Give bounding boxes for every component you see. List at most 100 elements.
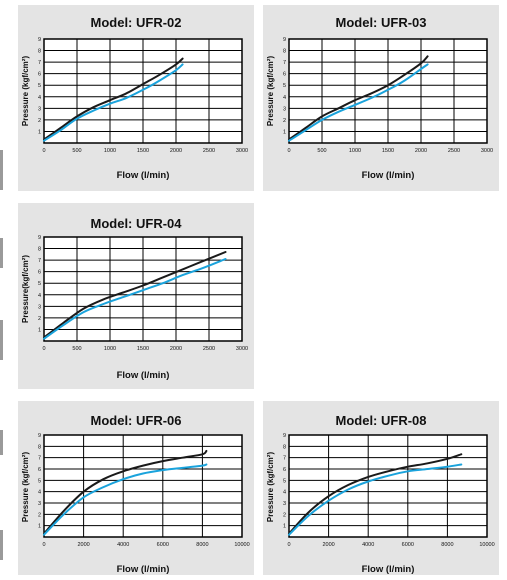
x-tick-label: 0 bbox=[287, 542, 290, 548]
x-tick-label: 0 bbox=[287, 148, 290, 154]
y-tick-label: 2 bbox=[283, 512, 286, 518]
y-tick-label: 4 bbox=[283, 95, 286, 101]
y-tick-label: 6 bbox=[38, 72, 41, 78]
y-tick-label: 1 bbox=[283, 129, 286, 135]
y-tick-label: 9 bbox=[38, 37, 41, 43]
x-tick-label: 4000 bbox=[362, 542, 374, 548]
y-axis-label: Pressure(kgf/cm²) bbox=[21, 255, 30, 323]
y-tick-label: 4 bbox=[38, 490, 41, 496]
x-tick-label: 2000 bbox=[322, 542, 334, 548]
y-tick-label: 1 bbox=[38, 129, 41, 135]
y-tick-label: 7 bbox=[283, 456, 286, 462]
x-tick-label: 1500 bbox=[137, 148, 149, 154]
y-tick-label: 8 bbox=[283, 444, 286, 450]
edge-mark bbox=[0, 530, 3, 560]
y-tick-label: 1 bbox=[38, 524, 41, 530]
x-tick-label: 2500 bbox=[203, 346, 215, 352]
y-axis-label: Pressure (kgf/cm²) bbox=[21, 452, 30, 523]
x-tick-label: 2000 bbox=[415, 148, 427, 154]
y-tick-label: 1 bbox=[283, 524, 286, 530]
x-tick-label: 2500 bbox=[448, 148, 460, 154]
y-tick-label: 2 bbox=[38, 316, 41, 322]
x-tick-label: 2500 bbox=[203, 148, 215, 154]
y-tick-label: 1 bbox=[38, 327, 41, 333]
y-tick-label: 3 bbox=[38, 304, 41, 310]
chart-title: Model: UFR-02 bbox=[91, 15, 182, 30]
x-tick-label: 3000 bbox=[236, 148, 248, 154]
y-tick-label: 5 bbox=[38, 478, 41, 484]
y-tick-label: 5 bbox=[283, 83, 286, 89]
y-tick-label: 3 bbox=[38, 501, 41, 507]
y-tick-label: 2 bbox=[38, 118, 41, 124]
y-tick-label: 2 bbox=[38, 512, 41, 518]
y-tick-label: 8 bbox=[283, 49, 286, 55]
x-axis-label: Flow (l/min) bbox=[117, 370, 170, 381]
y-tick-label: 9 bbox=[38, 433, 41, 439]
x-tick-label: 10000 bbox=[234, 542, 249, 548]
y-tick-label: 7 bbox=[38, 258, 41, 264]
chart-panel-ufr-04: Model: UFR-04 Pressure(kgf/cm²) Flow (l/… bbox=[18, 203, 254, 389]
x-axis-label: Flow (l/min) bbox=[362, 170, 415, 181]
y-tick-label: 6 bbox=[283, 467, 286, 473]
x-tick-label: 1000 bbox=[104, 148, 116, 154]
x-tick-label: 2000 bbox=[77, 542, 89, 548]
x-tick-label: 0 bbox=[42, 148, 45, 154]
y-tick-label: 2 bbox=[283, 118, 286, 124]
x-tick-label: 1000 bbox=[104, 346, 116, 352]
chart-ufr-06: Model: UFR-06 Pressure (kgf/cm²) Flow (l… bbox=[18, 401, 254, 575]
y-tick-label: 9 bbox=[283, 433, 286, 439]
y-tick-label: 3 bbox=[38, 106, 41, 112]
chart-title: Model: UFR-06 bbox=[91, 413, 182, 428]
y-axis-label: Pressure (kgf/cm²) bbox=[266, 56, 275, 127]
y-tick-label: 5 bbox=[283, 478, 286, 484]
plot-area bbox=[289, 435, 487, 537]
chart-panel-ufr-03: Model: UFR-03 Pressure (kgf/cm²) Flow (l… bbox=[263, 5, 499, 191]
edge-mark bbox=[0, 320, 3, 360]
y-tick-label: 9 bbox=[38, 235, 41, 241]
chart-title: Model: UFR-03 bbox=[336, 15, 427, 30]
x-tick-label: 500 bbox=[72, 346, 81, 352]
x-tick-label: 500 bbox=[317, 148, 326, 154]
edge-mark bbox=[0, 430, 3, 455]
y-tick-label: 7 bbox=[38, 60, 41, 66]
x-tick-label: 1500 bbox=[382, 148, 394, 154]
y-axis-label: Pressure (kgf/cm²) bbox=[266, 452, 275, 523]
x-tick-label: 3000 bbox=[236, 346, 248, 352]
chart-ufr-08: Model: UFR-08 Pressure (kgf/cm²) Flow (l… bbox=[263, 401, 499, 575]
y-tick-label: 4 bbox=[38, 293, 41, 299]
y-tick-label: 9 bbox=[283, 37, 286, 43]
y-tick-label: 6 bbox=[38, 270, 41, 276]
chart-ufr-02: Model: UFR-02 Pressure (kgf/cm²) Flow (l… bbox=[18, 5, 254, 191]
y-tick-label: 5 bbox=[38, 281, 41, 287]
x-tick-label: 0 bbox=[42, 346, 45, 352]
chart-panel-ufr-08: Model: UFR-08 Pressure (kgf/cm²) Flow (l… bbox=[263, 401, 499, 575]
x-tick-label: 8000 bbox=[196, 542, 208, 548]
edge-mark bbox=[0, 238, 3, 268]
x-tick-label: 8000 bbox=[441, 542, 453, 548]
chart-panel-ufr-06: Model: UFR-06 Pressure (kgf/cm²) Flow (l… bbox=[18, 401, 254, 575]
y-tick-label: 8 bbox=[38, 49, 41, 55]
chart-ufr-04: Model: UFR-04 Pressure(kgf/cm²) Flow (l/… bbox=[18, 203, 254, 389]
y-tick-label: 7 bbox=[38, 456, 41, 462]
chart-title: Model: UFR-04 bbox=[91, 216, 183, 231]
x-tick-label: 1000 bbox=[349, 148, 361, 154]
x-tick-label: 6000 bbox=[402, 542, 414, 548]
y-tick-label: 6 bbox=[38, 467, 41, 473]
y-tick-label: 8 bbox=[38, 444, 41, 450]
x-tick-label: 1500 bbox=[137, 346, 149, 352]
x-tick-label: 2000 bbox=[170, 346, 182, 352]
x-tick-label: 0 bbox=[42, 542, 45, 548]
chart-ufr-03: Model: UFR-03 Pressure (kgf/cm²) Flow (l… bbox=[263, 5, 499, 191]
x-tick-label: 6000 bbox=[157, 542, 169, 548]
x-axis-label: Flow (l/min) bbox=[117, 564, 170, 575]
plot-area bbox=[44, 435, 242, 537]
chart-title: Model: UFR-08 bbox=[336, 413, 427, 428]
y-tick-label: 8 bbox=[38, 247, 41, 253]
x-tick-label: 3000 bbox=[481, 148, 493, 154]
y-tick-label: 4 bbox=[38, 95, 41, 101]
x-tick-label: 500 bbox=[72, 148, 81, 154]
x-axis-label: Flow (l/min) bbox=[362, 564, 415, 575]
y-tick-label: 6 bbox=[283, 72, 286, 78]
chart-panel-ufr-02: Model: UFR-02 Pressure (kgf/cm²) Flow (l… bbox=[18, 5, 254, 191]
x-tick-label: 4000 bbox=[117, 542, 129, 548]
